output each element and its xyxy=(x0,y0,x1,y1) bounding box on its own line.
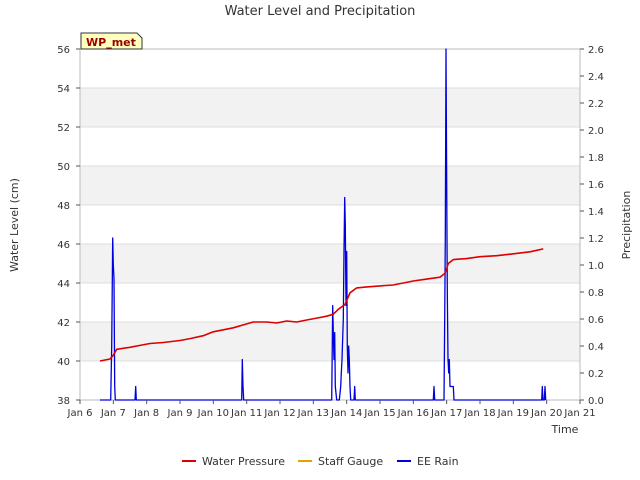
x-tick-label: Jan 13 xyxy=(297,408,329,419)
chart-title: Water Level and Precipitation xyxy=(225,4,416,19)
x-tick-label: Jan 17 xyxy=(430,408,462,419)
y-left-tick-label: 46 xyxy=(57,240,70,251)
y-right-tick-label: 1.2 xyxy=(588,234,604,245)
x-tick-label: Jan 7 xyxy=(100,408,126,419)
x-tick-label: Jan 21 xyxy=(563,408,595,419)
legend-item-water-pressure[interactable]: Water Pressure xyxy=(182,455,285,468)
y-right-tick-label: 2.6 xyxy=(588,45,604,56)
x-tick-label: Jan 18 xyxy=(463,408,495,419)
y-right-tick-label: 2.4 xyxy=(588,72,604,83)
series-line-water-pressure xyxy=(99,248,544,362)
background-band xyxy=(80,166,580,205)
y-left-tick-label: 56 xyxy=(57,45,70,56)
badge-label: WP_met xyxy=(86,36,136,49)
y-left-tick-label: 52 xyxy=(57,123,70,134)
badge: WP_met xyxy=(80,32,143,50)
y-right-tick-label: 1.6 xyxy=(588,180,604,191)
y-axis-left: 38 40 42 44 46 48 50 52 54 56 xyxy=(57,45,80,407)
y-right-tick-label: 2.2 xyxy=(588,99,604,110)
series-layer xyxy=(99,48,547,401)
legend-item-ee-rain[interactable]: EE Rain xyxy=(397,455,459,468)
x-tick-label: Jan 12 xyxy=(263,408,295,419)
background-band xyxy=(80,88,580,127)
x-tick-label: Jan 16 xyxy=(397,408,429,419)
legend-label-ee-rain: EE Rain xyxy=(417,455,459,468)
series-line-ee-rain xyxy=(100,48,547,401)
x-tick-label: Jan 14 xyxy=(330,408,362,419)
y-right-tick-label: 1.4 xyxy=(588,207,604,218)
y-left-tick-label: 40 xyxy=(57,357,70,368)
legend-label-staff-gauge: Staff Gauge xyxy=(318,455,383,468)
background-band xyxy=(80,322,580,361)
background-band xyxy=(80,244,580,283)
x-tick-label: Jan 15 xyxy=(363,408,395,419)
y-right-tick-label: 0.4 xyxy=(588,342,604,353)
y-right-tick-label: 0.6 xyxy=(588,315,604,326)
x-axis: Jan 6 Jan 7 Jan 8 Jan 9 Jan 10 Jan 11 Jan 12 Ja… xyxy=(67,400,596,419)
y-left-tick-label: 38 xyxy=(57,396,70,407)
background-bands xyxy=(80,88,580,361)
y-right-tick-label: 0.8 xyxy=(588,288,604,299)
x-tick-label: Jan 6 xyxy=(67,408,93,419)
y-left-tick-label: 50 xyxy=(57,162,70,173)
x-axis-label: Time xyxy=(551,423,579,436)
legend-item-staff-gauge[interactable]: Staff Gauge xyxy=(298,455,383,468)
badge-shape xyxy=(80,32,143,50)
y-left-tick-label: 54 xyxy=(57,84,70,95)
y-left-tick-label: 44 xyxy=(57,279,70,290)
y-right-tick-label: 1.8 xyxy=(588,153,604,164)
x-tick-label: Jan 20 xyxy=(530,408,562,419)
y-right-tick-label: 0.2 xyxy=(588,369,604,380)
x-tick-label: Jan 8 xyxy=(133,408,159,419)
legend-label-water-pressure: Water Pressure xyxy=(202,455,285,468)
y-right-tick-label: 2.0 xyxy=(588,126,604,137)
x-tick-label: Jan 19 xyxy=(497,408,529,419)
y-left-tick-label: 48 xyxy=(57,201,70,212)
y-right-tick-label: 0.0 xyxy=(588,396,604,407)
x-tick-label: Jan 11 xyxy=(230,408,262,419)
y-axis-left-label: Water Level (cm) xyxy=(8,178,21,272)
y-right-tick-label: 1.0 xyxy=(588,261,604,272)
x-tick-label: Jan 9 xyxy=(167,408,193,419)
legend: Water Pressure Staff Gauge EE Rain xyxy=(182,455,459,468)
x-tick-label: Jan 10 xyxy=(197,408,229,419)
y-left-tick-label: 42 xyxy=(57,318,70,329)
y-axis-right-label: Precipitation xyxy=(620,191,633,260)
y-axis-right: 0.0 0.2 0.4 0.6 0.8 1.0 1.2 1.4 1.6 1.8 2.0 2.2 2.4 2… xyxy=(580,45,604,407)
